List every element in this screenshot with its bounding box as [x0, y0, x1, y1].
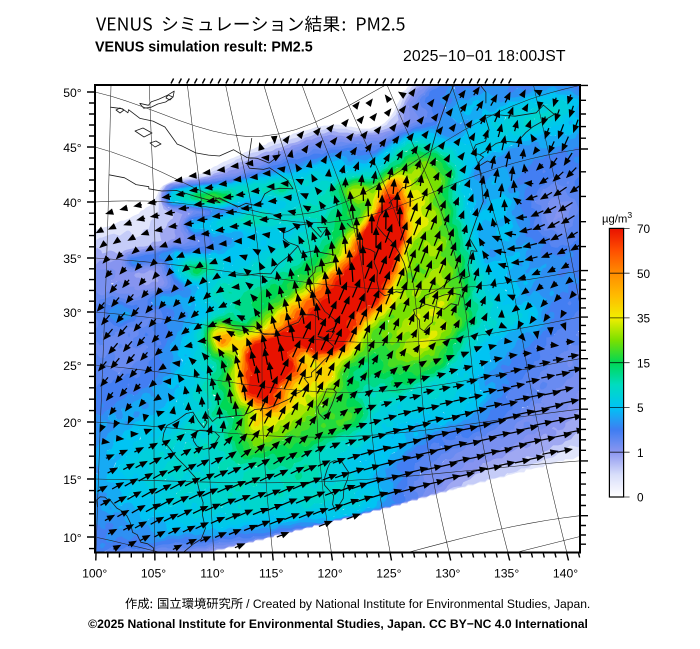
svg-text:15°: 15°: [63, 473, 82, 487]
svg-text:µg/m3: µg/m3: [602, 210, 632, 226]
svg-text:35: 35: [637, 312, 651, 326]
svg-text:2025−10−01 18:00JST: 2025−10−01 18:00JST: [403, 48, 566, 65]
svg-text:135°: 135°: [494, 567, 519, 581]
svg-text:VENUS simulation result: PM2.5: VENUS simulation result: PM2.5: [95, 40, 313, 56]
svg-text:100°: 100°: [82, 567, 107, 581]
svg-text:70: 70: [637, 222, 651, 236]
svg-text:25°: 25°: [63, 359, 82, 373]
svg-text:©2025 National Institute for E: ©2025 National Institute for Environment…: [88, 617, 588, 631]
svg-text:105°: 105°: [141, 567, 166, 581]
svg-text:130°: 130°: [435, 567, 460, 581]
svg-text:50: 50: [637, 267, 651, 281]
svg-text:45°: 45°: [63, 141, 82, 155]
svg-text:5: 5: [637, 401, 644, 415]
svg-text:/ Created by National Institut: / Created by National Institute for Envi…: [246, 597, 590, 611]
svg-text:125°: 125°: [376, 567, 401, 581]
svg-text:40°: 40°: [63, 196, 82, 210]
svg-text:15: 15: [637, 356, 651, 370]
svg-text:110°: 110°: [200, 567, 224, 581]
svg-text:10°: 10°: [63, 531, 82, 545]
svg-text:1: 1: [637, 446, 644, 460]
svg-text:0: 0: [637, 491, 644, 505]
svg-text:140°: 140°: [553, 567, 578, 581]
svg-text:115°: 115°: [259, 567, 283, 581]
svg-text:50°: 50°: [63, 86, 82, 100]
svg-text:30°: 30°: [63, 306, 82, 320]
svg-text:20°: 20°: [63, 416, 82, 430]
svg-text:120°: 120°: [317, 567, 342, 581]
svg-text:35°: 35°: [63, 252, 82, 266]
